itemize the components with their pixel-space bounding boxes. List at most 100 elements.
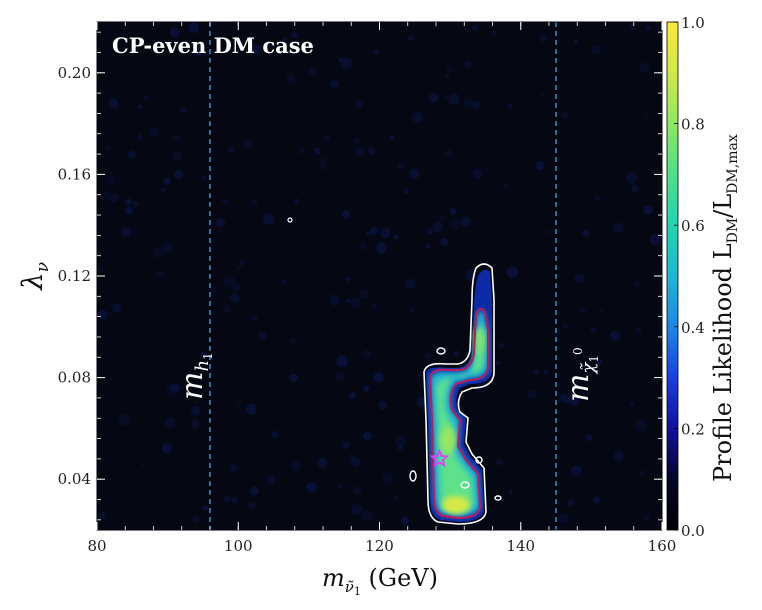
noise-blob	[397, 162, 404, 169]
reference-label-mchi: mχ̃10	[561, 347, 601, 402]
noise-blob	[361, 510, 374, 522]
noise-blob	[540, 91, 546, 98]
noise-blob	[593, 496, 601, 504]
noise-blob	[427, 228, 434, 235]
noise-blob	[251, 199, 258, 206]
noise-blob	[109, 193, 119, 203]
noise-blob	[122, 227, 132, 237]
noise-blob	[247, 502, 252, 507]
x-tick-label: 160	[648, 537, 677, 555]
noise-blob	[192, 45, 205, 57]
noise-blob	[498, 342, 505, 349]
noise-blob	[289, 373, 298, 383]
noise-blob	[561, 111, 569, 119]
noise-blob	[170, 383, 180, 393]
noise-blob	[160, 187, 166, 193]
noise-blob	[172, 134, 180, 142]
small-contour-6	[287, 217, 293, 223]
noise-blob	[595, 358, 603, 366]
noise-blob	[118, 413, 131, 426]
noise-blob	[629, 401, 635, 407]
noise-blob	[439, 215, 445, 221]
noise-blob	[472, 100, 481, 110]
noise-blob	[409, 307, 415, 313]
noise-blob	[231, 282, 241, 292]
colorbar-tick-label: 1.0	[681, 14, 705, 32]
noise-blob	[626, 172, 638, 184]
noise-blob	[571, 465, 582, 476]
noise-blob	[380, 227, 391, 238]
noise-blob	[359, 242, 367, 250]
noise-blob	[449, 208, 457, 215]
colorbar-tick-label: 0.8	[681, 116, 705, 134]
noise-blob	[137, 134, 143, 140]
noise-blob	[614, 451, 624, 462]
noise-blob	[208, 286, 216, 294]
noise-blob	[229, 464, 238, 472]
noise-blob	[635, 281, 640, 286]
noise-blob	[290, 338, 296, 344]
noise-blob	[639, 62, 650, 73]
noise-blob	[574, 273, 585, 284]
noise-blob	[172, 150, 182, 160]
noise-blob	[263, 213, 275, 225]
noise-blob	[393, 495, 399, 500]
region-peak-3	[475, 326, 485, 354]
noise-blob	[190, 406, 201, 416]
noise-blob	[188, 22, 200, 33]
noise-blob	[281, 278, 286, 284]
y-tick-label: 0.12	[58, 267, 91, 285]
noise-blob	[252, 316, 258, 322]
noise-blob	[202, 175, 207, 181]
noise-blob	[230, 293, 240, 303]
colorbar-tick-label: 0.4	[681, 319, 705, 337]
noise-blob	[173, 169, 184, 180]
noise-blob	[97, 309, 108, 320]
noise-blob	[464, 60, 473, 69]
noise-blob	[445, 65, 453, 73]
chart-title: CP-even DM case	[112, 33, 314, 58]
noise-blob	[367, 147, 376, 155]
noise-blob	[507, 103, 513, 109]
noise-blob	[248, 502, 257, 511]
noise-blob	[291, 461, 301, 472]
noise-blob	[471, 24, 478, 31]
noise-blob	[570, 397, 580, 406]
noise-blob	[559, 513, 570, 524]
colorbar	[666, 21, 679, 531]
noise-blob	[425, 244, 431, 250]
noise-blob	[407, 34, 414, 42]
noise-blob	[336, 355, 349, 368]
noise-blob	[106, 176, 116, 186]
noise-blob	[563, 394, 573, 405]
noise-blob	[492, 30, 497, 36]
noise-blob	[598, 307, 603, 313]
noise-blob	[355, 146, 366, 157]
noise-blob	[579, 307, 587, 314]
noise-blob	[192, 42, 197, 47]
noise-blob	[314, 147, 321, 154]
noise-blob	[644, 514, 651, 521]
noise-blob	[137, 104, 142, 110]
noise-blob	[405, 278, 416, 289]
noise-blob	[643, 204, 654, 215]
noise-blob	[266, 475, 276, 485]
noise-blob	[285, 73, 296, 84]
noise-blob	[635, 327, 642, 334]
noise-blob	[148, 126, 160, 138]
noise-blob	[97, 265, 104, 274]
noise-blob	[294, 198, 300, 204]
noise-blob	[551, 328, 561, 338]
x-tick-label: 100	[224, 537, 253, 555]
colorbar-tick-label: 0.0	[681, 522, 705, 540]
noise-blob	[464, 98, 474, 108]
noise-blob	[495, 360, 501, 366]
noise-blob	[346, 298, 351, 303]
noise-blob	[227, 145, 235, 153]
noise-blob	[354, 138, 360, 144]
noise-blob	[223, 274, 236, 287]
noise-blob	[631, 184, 639, 193]
noise-blob	[340, 57, 353, 70]
noise-blob	[403, 188, 409, 194]
